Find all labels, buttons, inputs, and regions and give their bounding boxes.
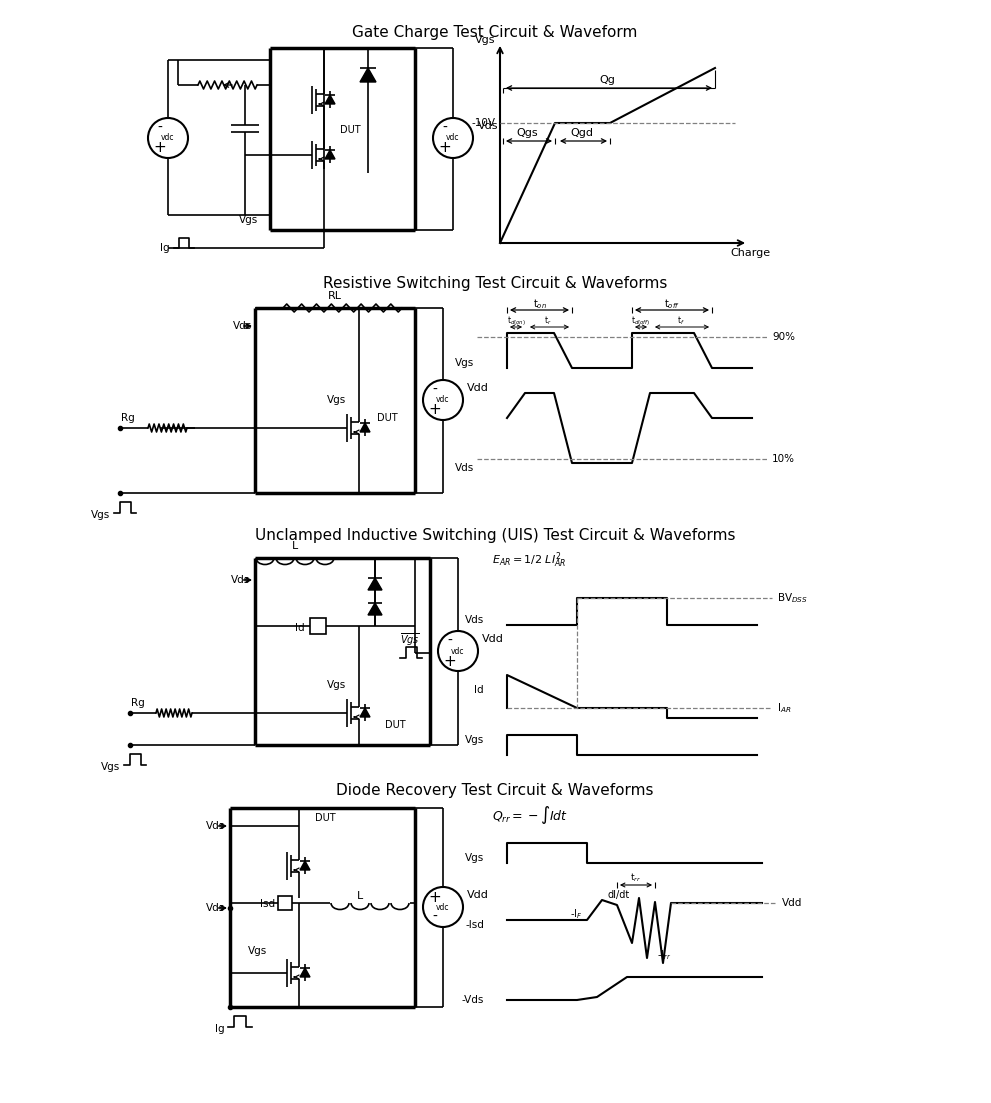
Text: t$_{d(on)}$: t$_{d(on)}$ <box>506 314 525 328</box>
Text: Charge: Charge <box>730 248 770 258</box>
Polygon shape <box>325 95 335 104</box>
Text: t$_{off}$: t$_{off}$ <box>664 297 680 311</box>
Text: Gate Charge Test Circuit & Waveform: Gate Charge Test Circuit & Waveform <box>353 25 637 40</box>
Text: -Vds: -Vds <box>462 995 484 1005</box>
Text: Vgs: Vgs <box>239 215 258 225</box>
Text: -: - <box>443 121 448 135</box>
Text: +: + <box>439 140 451 156</box>
Text: Isd: Isd <box>260 899 275 909</box>
Text: -I$_F$: -I$_F$ <box>570 907 582 921</box>
Text: vdc: vdc <box>446 133 460 142</box>
Text: DUT: DUT <box>315 813 336 823</box>
Text: DUT: DUT <box>385 720 405 730</box>
Text: -: - <box>158 121 163 135</box>
Text: Vgs: Vgs <box>327 395 347 405</box>
Polygon shape <box>300 861 310 870</box>
Text: t$_{d(off)}$: t$_{d(off)}$ <box>631 314 651 328</box>
Text: -10V: -10V <box>472 118 496 128</box>
Text: Vgs: Vgs <box>248 946 267 956</box>
Polygon shape <box>360 708 370 717</box>
Text: Vds: Vds <box>478 121 498 131</box>
Text: -Isd: -Isd <box>465 920 484 930</box>
Bar <box>278 896 292 910</box>
Text: Vdd: Vdd <box>467 383 489 393</box>
Text: Vgs: Vgs <box>101 762 120 772</box>
Text: t$_{rr}$: t$_{rr}$ <box>630 871 641 885</box>
Text: Qgd: Qgd <box>571 128 594 138</box>
Text: Vgs: Vgs <box>475 35 495 45</box>
Text: Unclamped Inductive Switching (UIS) Test Circuit & Waveforms: Unclamped Inductive Switching (UIS) Test… <box>255 528 735 543</box>
Text: Vgs: Vgs <box>91 510 110 520</box>
Text: t$_r$: t$_r$ <box>544 314 552 328</box>
Text: Qg: Qg <box>600 75 615 85</box>
Text: Rg: Rg <box>131 698 145 708</box>
Text: dI/dt: dI/dt <box>607 890 629 900</box>
Text: Vgs: Vgs <box>327 681 347 690</box>
Text: Id: Id <box>475 685 484 695</box>
Text: 90%: 90% <box>772 332 795 342</box>
Text: Vgs: Vgs <box>465 735 484 745</box>
Text: +: + <box>444 653 457 668</box>
Text: vdc: vdc <box>162 133 174 142</box>
Polygon shape <box>325 150 335 159</box>
Text: Ig: Ig <box>215 1024 225 1034</box>
Text: $Q_{rr} =-\int Idt$: $Q_{rr} =-\int Idt$ <box>492 804 568 826</box>
Text: DUT: DUT <box>377 413 397 422</box>
Text: -I$_{rr}$: -I$_{rr}$ <box>657 949 672 962</box>
Text: Id: Id <box>295 623 305 633</box>
Text: Vds: Vds <box>233 321 252 331</box>
Text: -: - <box>432 910 437 924</box>
Text: 10%: 10% <box>772 453 795 463</box>
Text: L: L <box>357 891 363 901</box>
Text: $\overline{Vgs}$: $\overline{Vgs}$ <box>400 632 420 649</box>
Text: Vgs: Vgs <box>465 853 484 863</box>
Text: t$_{on}$: t$_{on}$ <box>532 297 546 311</box>
Text: t$_f$: t$_f$ <box>677 314 685 328</box>
Text: Resistive Switching Test Circuit & Waveforms: Resistive Switching Test Circuit & Wavef… <box>323 276 667 291</box>
Text: Vds: Vds <box>455 463 474 473</box>
Text: -: - <box>432 383 437 397</box>
Text: I$_{AR}$: I$_{AR}$ <box>777 702 792 715</box>
Text: vdc: vdc <box>436 902 450 911</box>
Text: Ig: Ig <box>161 243 170 253</box>
Text: +: + <box>154 140 166 156</box>
Text: DUT: DUT <box>340 125 361 135</box>
Text: vdc: vdc <box>436 396 450 405</box>
Bar <box>310 618 326 634</box>
Text: Vds: Vds <box>465 615 484 625</box>
Text: vdc: vdc <box>451 646 465 655</box>
Polygon shape <box>360 422 370 432</box>
Text: Vds: Vds <box>231 575 250 585</box>
Text: Vdd: Vdd <box>482 634 503 644</box>
Text: Vgs: Vgs <box>455 358 474 368</box>
Polygon shape <box>368 578 382 590</box>
Text: RL: RL <box>328 291 342 301</box>
Text: L: L <box>292 540 298 552</box>
Text: Rg: Rg <box>121 413 135 422</box>
Text: +: + <box>429 889 441 904</box>
Text: Vdd: Vdd <box>467 890 489 900</box>
Polygon shape <box>360 68 376 82</box>
Text: Vdd: Vdd <box>782 898 803 908</box>
Text: Vds: Vds <box>206 821 225 831</box>
Text: Diode Recovery Test Circuit & Waveforms: Diode Recovery Test Circuit & Waveforms <box>336 783 654 797</box>
Text: Qgs: Qgs <box>516 128 538 138</box>
Text: +: + <box>429 403 441 418</box>
Text: -: - <box>448 634 453 647</box>
Text: BV$_{DSS}$: BV$_{DSS}$ <box>777 591 808 604</box>
Text: Vds: Vds <box>206 903 225 913</box>
Text: $E_{AR}= 1/2\ LI_{AR}^{2}$: $E_{AR}= 1/2\ LI_{AR}^{2}$ <box>492 550 566 570</box>
Polygon shape <box>368 603 382 615</box>
Polygon shape <box>300 968 310 977</box>
